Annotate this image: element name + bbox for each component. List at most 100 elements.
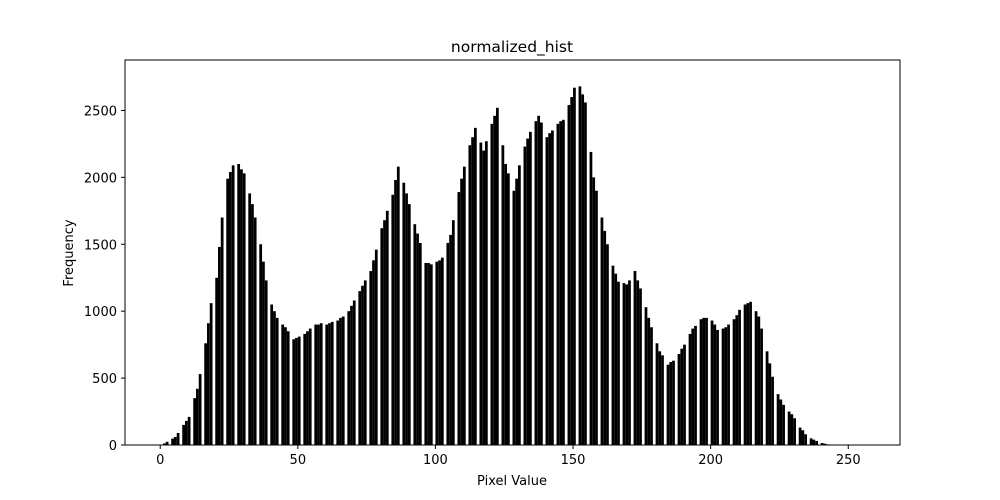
bar [308, 328, 312, 445]
bar [184, 420, 188, 445]
bar [622, 283, 626, 445]
bar [705, 317, 708, 445]
x-tick-label: 100 [423, 453, 448, 468]
bar [281, 324, 285, 445]
bar [804, 434, 807, 445]
bar [493, 115, 496, 445]
bar [193, 398, 197, 445]
bar [405, 193, 408, 445]
bar [429, 264, 433, 445]
bar [336, 320, 340, 445]
bar [636, 280, 640, 445]
bar [790, 414, 794, 445]
bar [471, 137, 474, 445]
bar [512, 190, 516, 445]
bar [229, 172, 232, 445]
bar [526, 138, 530, 445]
bar [732, 319, 736, 445]
x-tick-label: 250 [836, 453, 861, 468]
bar [694, 325, 697, 445]
bar [606, 244, 609, 445]
bar [187, 416, 191, 445]
plot-frame [124, 59, 901, 446]
bar [504, 163, 507, 446]
bar [383, 220, 386, 445]
bar [253, 217, 257, 445]
bar [562, 119, 565, 446]
bar [446, 242, 450, 445]
bar [691, 328, 695, 445]
y-axis-label: Frequency [62, 219, 77, 286]
bar [779, 399, 783, 445]
bar [581, 94, 585, 445]
bar [306, 331, 309, 445]
bar [207, 323, 210, 445]
bar [402, 182, 406, 445]
bar [270, 304, 274, 445]
bar [787, 411, 791, 445]
bar [330, 321, 334, 445]
x-tick-label: 50 [290, 453, 307, 468]
bar [506, 173, 510, 445]
bar [702, 317, 706, 445]
bar [760, 328, 763, 445]
bar [286, 331, 290, 445]
bar [776, 394, 780, 445]
bar [735, 315, 739, 445]
bar [540, 122, 543, 445]
bar [727, 324, 730, 445]
bar [295, 337, 298, 445]
y-tick-label: 1000 [84, 305, 117, 320]
bar [259, 244, 263, 445]
bar [484, 141, 488, 446]
bar [655, 343, 659, 445]
bar [823, 443, 827, 445]
bar [407, 204, 411, 445]
bar [617, 281, 620, 445]
bar [567, 105, 571, 445]
bar [171, 438, 174, 445]
bar [273, 311, 276, 445]
x-tick-label: 0 [156, 453, 164, 468]
bar [699, 319, 703, 445]
bar [495, 107, 499, 446]
bar [449, 234, 452, 445]
bar [647, 317, 651, 445]
bar [749, 301, 752, 445]
bar [438, 260, 441, 445]
bar [369, 271, 373, 445]
bar [380, 228, 384, 445]
bar [451, 220, 455, 445]
bar [165, 441, 169, 445]
x-axis-label: Pixel Value [477, 474, 547, 489]
bar [264, 280, 268, 445]
bar [559, 121, 563, 446]
bar [793, 418, 796, 445]
y-tick-label: 2000 [84, 171, 117, 186]
bar [721, 328, 725, 445]
bar [317, 324, 320, 445]
y-tick-label: 2500 [84, 104, 117, 119]
bar [314, 324, 318, 445]
bar [523, 146, 527, 445]
bar [628, 280, 631, 445]
bar [798, 427, 802, 445]
bar [644, 307, 648, 445]
bar [812, 439, 816, 445]
bar [556, 123, 560, 445]
y-tick-label: 0 [109, 439, 117, 454]
bar [391, 194, 395, 445]
bar [592, 177, 596, 445]
bar [713, 324, 717, 445]
bar [394, 180, 397, 445]
x-tick-label: 200 [698, 453, 723, 468]
bar [658, 351, 662, 445]
bar [173, 436, 177, 445]
bar [548, 133, 552, 445]
bar [815, 440, 818, 445]
bar [220, 217, 224, 445]
bar [688, 333, 692, 445]
bar [427, 263, 430, 445]
